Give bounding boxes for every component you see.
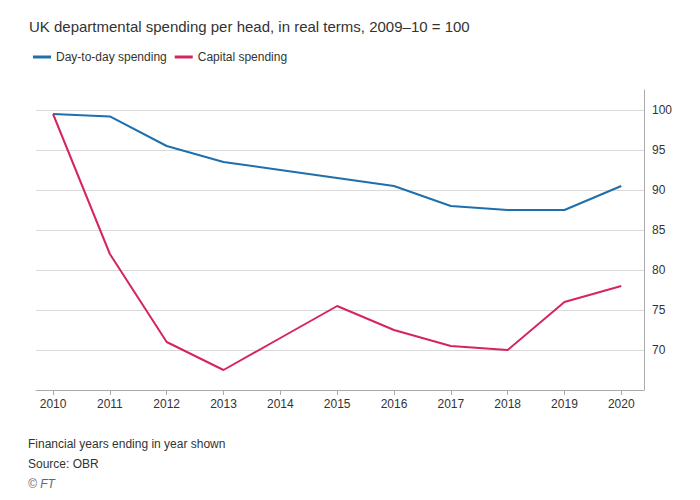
svg-text:85: 85 [652,223,666,237]
svg-text:2010: 2010 [40,397,67,411]
svg-text:2011: 2011 [97,397,123,411]
svg-text:100: 100 [652,103,672,117]
svg-text:2020: 2020 [608,397,635,411]
svg-text:2016: 2016 [381,397,408,411]
svg-text:Source: OBR: Source: OBR [28,457,99,471]
svg-text:2019: 2019 [551,397,578,411]
svg-text:80: 80 [652,263,666,277]
svg-text:2014: 2014 [267,397,294,411]
svg-text:2013: 2013 [210,397,237,411]
svg-text:UK departmental spending per h: UK departmental spending per head, in re… [29,18,470,35]
svg-text:Capital spending: Capital spending [198,50,287,64]
svg-text:70: 70 [652,343,666,357]
svg-text:2018: 2018 [494,397,521,411]
svg-text:2015: 2015 [324,397,351,411]
svg-text:2012: 2012 [153,397,180,411]
svg-text:90: 90 [652,183,666,197]
svg-text:75: 75 [652,303,666,317]
svg-text:© FT: © FT [28,477,57,491]
svg-text:2017: 2017 [437,397,464,411]
svg-text:95: 95 [652,143,666,157]
svg-text:Financial years ending in year: Financial years ending in year shown [28,437,225,451]
svg-text:Day-to-day spending: Day-to-day spending [56,50,167,64]
